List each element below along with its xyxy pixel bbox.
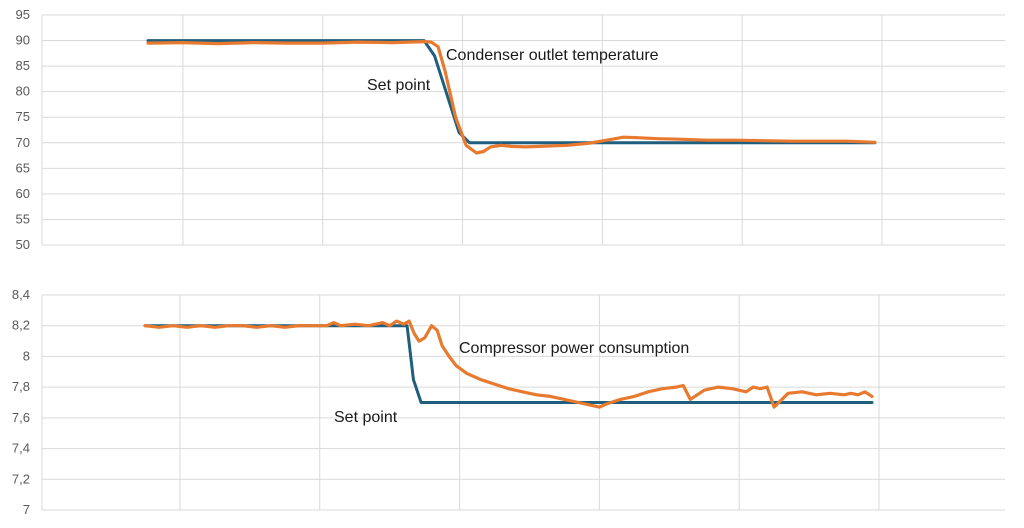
annotation-set-point-top: Set point — [367, 77, 431, 94]
y-tick-label: 90 — [16, 33, 30, 48]
y-tick-label: 55 — [16, 211, 30, 226]
y-tick-labels: 95 90 85 80 75 70 65 60 55 50 — [16, 7, 30, 252]
y-tick-label: 65 — [16, 160, 30, 175]
measured-line — [146, 39, 877, 155]
set-point-line — [146, 39, 877, 145]
y-tick-label: 85 — [16, 58, 30, 73]
y-tick-label: 80 — [16, 84, 30, 99]
annotation-condenser-outlet-temperature: Condenser outlet temperature — [446, 47, 659, 64]
series-lines — [146, 39, 877, 155]
y-tick-label: 70 — [16, 135, 30, 150]
y-tick-label: 50 — [16, 237, 30, 252]
x-gridlines — [41, 15, 883, 245]
y-tick-label: 60 — [16, 186, 30, 201]
y-tick-label: 75 — [16, 109, 30, 124]
y-tick-label: 95 — [16, 7, 30, 22]
